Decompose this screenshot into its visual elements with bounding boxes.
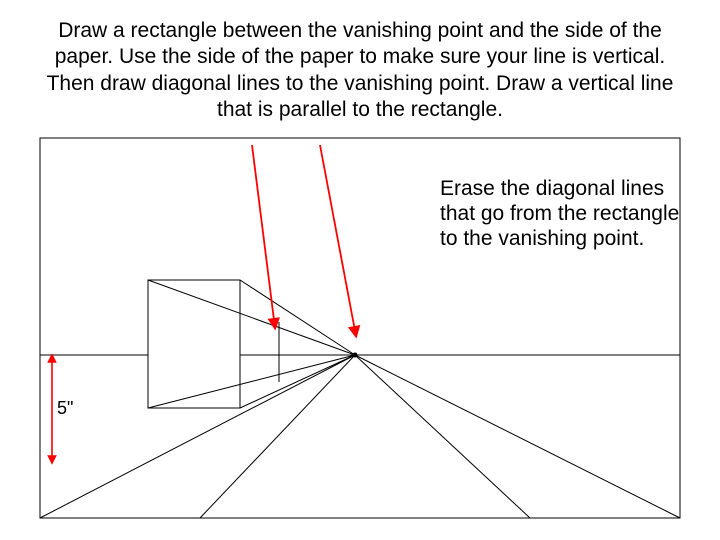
floor-line — [355, 355, 530, 518]
drawing-frame — [40, 138, 680, 518]
floor-line — [355, 355, 680, 518]
red-arrow — [252, 145, 275, 328]
vanishing-point — [353, 353, 358, 358]
red-arrow — [320, 145, 356, 336]
perspective-line — [240, 280, 355, 355]
slide-page: Draw a rectangle between the vanishing p… — [0, 0, 720, 540]
perspective-line — [240, 355, 355, 408]
front-rectangle — [148, 280, 240, 408]
perspective-diagram — [0, 0, 720, 540]
